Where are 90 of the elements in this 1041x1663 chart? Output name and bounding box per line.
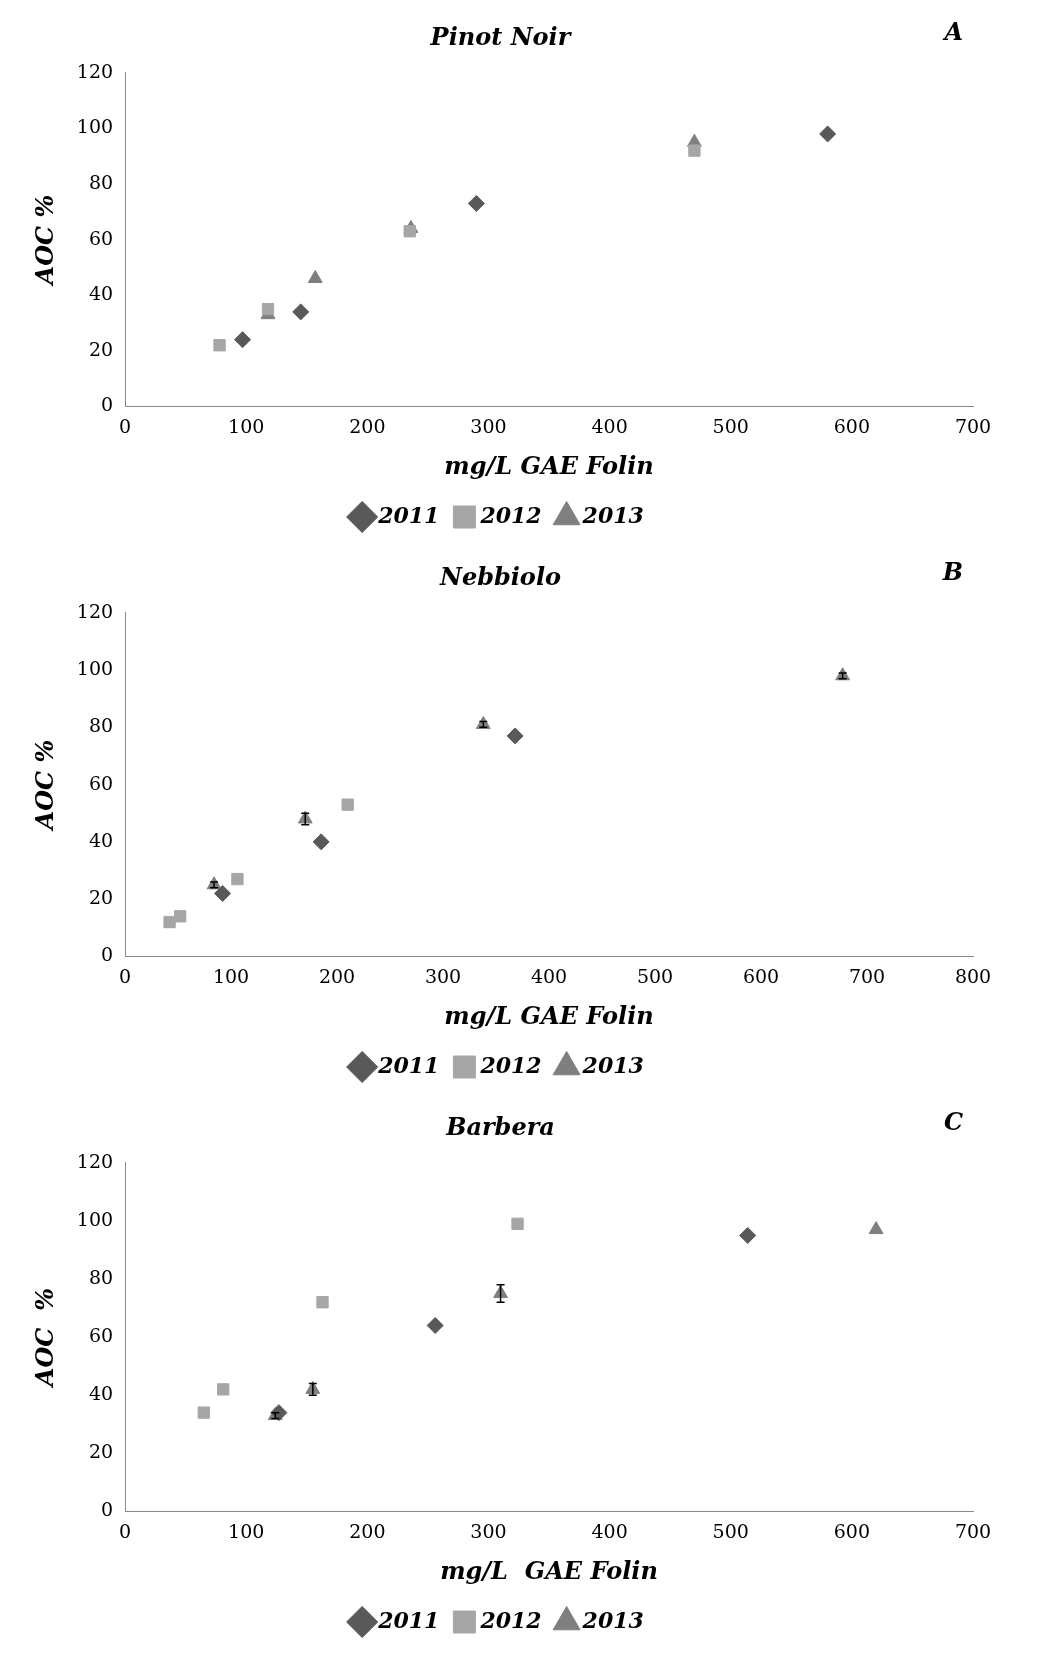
y-tick-label: 120 [76, 59, 114, 82]
y-tick-label: 0 [100, 943, 114, 966]
y-tick-label: 100 [76, 657, 114, 679]
chart-title: Pinot Noir [429, 21, 573, 51]
x-tick-label: 400 [530, 964, 568, 987]
y-tick-label: 80 [88, 170, 114, 193]
x-tick-label: 200 [349, 1519, 386, 1542]
text: C [943, 1107, 963, 1137]
point [403, 225, 416, 238]
y-tick-label: 20 [88, 337, 114, 360]
x-axis-title: mg/L GAE Folin [440, 1555, 658, 1585]
point [197, 1406, 210, 1419]
x-tick-label: 300 [470, 1519, 507, 1542]
x-tick-label: 100 [228, 414, 265, 437]
point [316, 1296, 329, 1309]
point [739, 1226, 757, 1244]
x-tick-label: 800 [954, 964, 992, 987]
y-tick-label: 100 [76, 115, 114, 138]
legend-label: 2013 [581, 1606, 644, 1633]
point [292, 303, 310, 321]
x-tick-label: 700 [954, 1519, 992, 1542]
y-tick-label: 0 [100, 1498, 114, 1521]
legend-label: 2013 [581, 1051, 644, 1078]
y-tick-label: 100 [76, 1207, 114, 1230]
chart-title: Barbera [445, 1111, 555, 1141]
point [217, 1383, 230, 1396]
x-tick-label: 0 [119, 414, 132, 437]
x-tick-label: 0 [119, 1519, 132, 1542]
x-tick-label: 0 [119, 964, 132, 987]
x-tick-label: 400 [591, 1519, 628, 1542]
legend-label: 2013 [581, 501, 644, 528]
y-tick-label: 120 [76, 1149, 114, 1172]
y-tick-label: 20 [88, 1440, 114, 1463]
text: A [942, 17, 963, 47]
point [511, 1217, 524, 1230]
point [231, 872, 244, 886]
legend-label: 2012 [479, 501, 542, 528]
point [261, 302, 275, 316]
point [506, 727, 524, 745]
point [214, 884, 232, 902]
x-tick-label: 100 [212, 964, 250, 987]
y-tick-label: 60 [88, 226, 114, 249]
chart-title: Nebbiolo [438, 561, 562, 591]
x-tick-label: 200 [318, 964, 356, 987]
point [174, 910, 187, 923]
y-axis-title: AOC % [29, 194, 59, 287]
point [234, 331, 252, 349]
y-tick-label: 60 [88, 771, 114, 794]
point [426, 1316, 444, 1334]
y-tick-label: 0 [100, 393, 114, 416]
legend-label: 2011 [377, 501, 440, 528]
x-tick-label: 500 [712, 1519, 749, 1542]
point [688, 144, 701, 157]
point [341, 798, 354, 811]
y-tick-label: 80 [88, 1265, 114, 1288]
point [868, 1221, 884, 1235]
x-tick-label: 500 [636, 964, 674, 987]
legend-label: 2012 [479, 1606, 542, 1633]
x-tick-label: 400 [591, 414, 628, 437]
point [819, 125, 837, 143]
x-tick-label: 700 [954, 414, 992, 437]
y-tick-label: 40 [88, 1382, 114, 1405]
x-tick-label: 200 [349, 414, 386, 437]
legend-label: 2012 [479, 1051, 542, 1078]
point [467, 194, 485, 212]
point [307, 270, 323, 284]
x-tick-label: 700 [848, 964, 886, 987]
legend-label: 2011 [377, 1051, 440, 1078]
text: B [941, 557, 963, 587]
x-axis-title: mg/L GAE Folin [444, 1000, 654, 1030]
point [213, 339, 226, 352]
x-tick-label: 300 [424, 964, 462, 987]
x-tick-label: 300 [470, 414, 507, 437]
x-tick-label: 600 [742, 964, 780, 987]
y-tick-label: 60 [88, 1324, 114, 1347]
y-axis-title: AOC % [29, 739, 59, 832]
x-tick-label: 600 [833, 1519, 870, 1542]
x-axis-title: mg/L GAE Folin [444, 450, 654, 480]
y-tick-label: 120 [76, 599, 114, 622]
x-tick-label: 500 [712, 414, 749, 437]
y-tick-label: 80 [88, 714, 114, 737]
y-tick-label: 40 [88, 828, 114, 851]
point [163, 915, 176, 929]
point [312, 833, 330, 851]
y-axis-title: AOC % [29, 1288, 59, 1389]
x-tick-label: 100 [228, 1519, 265, 1542]
x-tick-label: 600 [833, 414, 870, 437]
legend-label: 2011 [377, 1606, 440, 1633]
y-tick-label: 20 [88, 886, 114, 909]
y-tick-label: 40 [88, 282, 114, 305]
